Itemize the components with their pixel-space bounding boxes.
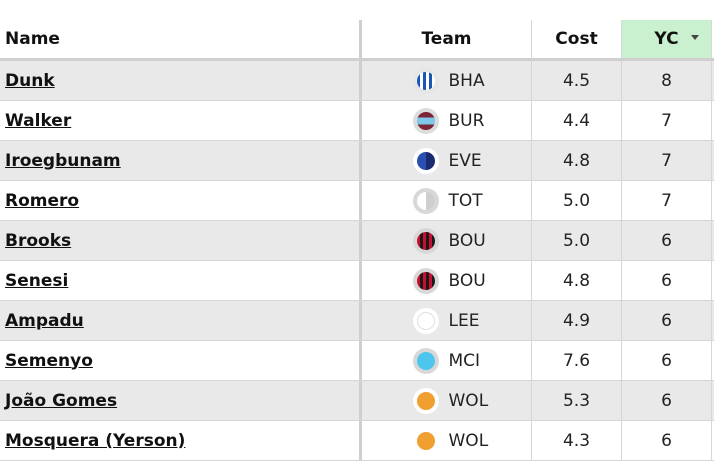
team-cell: MCI (362, 341, 532, 380)
table-row: Senesi BOU 4.8 6 (0, 261, 714, 301)
table-row: Romero TOT 5.0 7 (0, 181, 714, 221)
team-cell: BHA (362, 61, 532, 100)
cost-cell: 4.5 (532, 61, 622, 100)
cost-cell: 7.6 (532, 341, 622, 380)
yellow-cards-cell: 6 (622, 341, 712, 380)
cost-cell: 5.0 (532, 221, 622, 260)
team-cell: LEE (362, 301, 532, 340)
player-name-link[interactable]: Dunk (5, 70, 55, 91)
column-header-cost[interactable]: Cost (532, 20, 622, 58)
players-table: Name Team Cost YC Dunk BHA 4.5 8 Walker (0, 20, 714, 461)
yellow-cards-cell: 7 (622, 181, 712, 220)
table-row: Dunk BHA 4.5 8 (0, 61, 714, 101)
player-name-cell: Senesi (0, 261, 362, 300)
table-row: João Gomes WOL 5.3 6 (0, 381, 714, 421)
cost-cell: 4.9 (532, 301, 622, 340)
team-cell: EVE (362, 141, 532, 180)
table-header: Name Team Cost YC (0, 20, 714, 61)
team-code: WOL (448, 430, 489, 451)
column-header-yc-label: YC (654, 29, 679, 49)
yellow-cards-cell: 7 (622, 101, 712, 140)
team-kit-icon (412, 187, 439, 214)
column-header-yc[interactable]: YC (622, 20, 712, 58)
chevron-down-icon[interactable] (691, 35, 699, 40)
player-name-link[interactable]: Ampadu (5, 310, 84, 331)
cost-cell: 4.3 (532, 421, 622, 460)
cost-cell: 5.3 (532, 381, 622, 420)
yellow-cards-cell: 6 (622, 381, 712, 420)
team-kit-icon (412, 67, 439, 94)
team-code: TOT (448, 190, 483, 211)
yellow-cards-cell: 8 (622, 61, 712, 100)
team-kit-icon (412, 227, 439, 254)
team-code: BOU (448, 230, 486, 251)
cost-cell: 4.4 (532, 101, 622, 140)
team-cell: WOL (362, 421, 532, 460)
team-kit-icon (412, 147, 439, 174)
team-cell: WOL (362, 381, 532, 420)
player-name-link[interactable]: Iroegbunam (5, 150, 121, 171)
table-row: Iroegbunam EVE 4.8 7 (0, 141, 714, 181)
player-name-link[interactable]: Mosquera (Yerson) (5, 430, 186, 451)
team-code: EVE (448, 150, 482, 171)
player-name-link[interactable]: João Gomes (5, 390, 118, 411)
player-name-cell: Dunk (0, 61, 362, 100)
yellow-cards-cell: 6 (622, 421, 712, 460)
table-row: Semenyo MCI 7.6 6 (0, 341, 714, 381)
team-cell: BOU (362, 261, 532, 300)
yellow-cards-cell: 6 (622, 261, 712, 300)
cost-cell: 4.8 (532, 141, 622, 180)
yellow-cards-cell: 7 (622, 141, 712, 180)
team-kit-icon (412, 107, 439, 134)
player-name-cell: Mosquera (Yerson) (0, 421, 362, 460)
table-row: Ampadu LEE 4.9 6 (0, 301, 714, 341)
cost-cell: 4.8 (532, 261, 622, 300)
player-name-cell: Semenyo (0, 341, 362, 380)
player-name-link[interactable]: Romero (5, 190, 80, 211)
player-name-link[interactable]: Semenyo (5, 350, 93, 371)
column-header-name[interactable]: Name (0, 20, 362, 58)
cost-cell: 5.0 (532, 181, 622, 220)
team-code: WOL (448, 390, 489, 411)
team-kit-icon (412, 267, 439, 294)
team-code: LEE (448, 310, 480, 331)
player-name-link[interactable]: Brooks (5, 230, 72, 251)
yellow-cards-cell: 6 (622, 221, 712, 260)
player-name-cell: Walker (0, 101, 362, 140)
player-name-cell: Romero (0, 181, 362, 220)
player-name-cell: Brooks (0, 221, 362, 260)
team-kit-icon (412, 427, 439, 454)
player-name-cell: Iroegbunam (0, 141, 362, 180)
team-cell: BUR (362, 101, 532, 140)
team-cell: BOU (362, 221, 532, 260)
team-cell: TOT (362, 181, 532, 220)
team-kit-icon (412, 307, 439, 334)
team-kit-icon (412, 387, 439, 414)
team-code: MCI (448, 350, 481, 371)
team-kit-icon (412, 347, 439, 374)
yellow-cards-cell: 6 (622, 301, 712, 340)
player-name-link[interactable]: Walker (5, 110, 72, 131)
team-code: BOU (448, 270, 486, 291)
table-row: Walker BUR 4.4 7 (0, 101, 714, 141)
team-code: BUR (448, 110, 485, 131)
team-code: BHA (448, 70, 485, 91)
player-name-cell: João Gomes (0, 381, 362, 420)
player-name-link[interactable]: Senesi (5, 270, 69, 291)
column-header-team[interactable]: Team (362, 20, 532, 58)
player-name-cell: Ampadu (0, 301, 362, 340)
table-row: Brooks BOU 5.0 6 (0, 221, 714, 261)
table-row: Mosquera (Yerson) WOL 4.3 6 (0, 421, 714, 461)
